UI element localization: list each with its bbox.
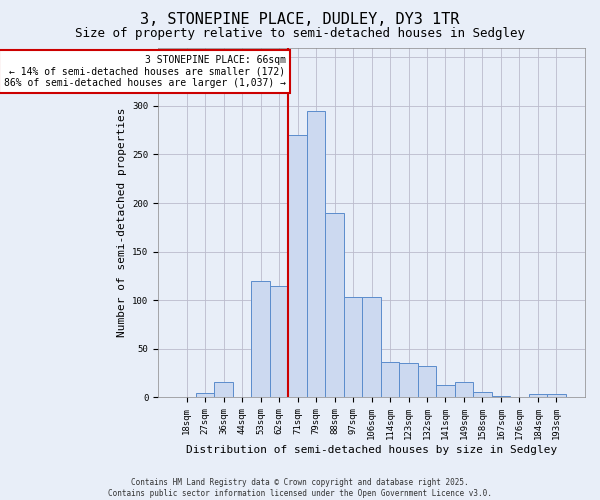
Text: 3 STONEPINE PLACE: 66sqm
← 14% of semi-detached houses are smaller (172)
86% of : 3 STONEPINE PLACE: 66sqm ← 14% of semi-d… [4, 56, 286, 88]
X-axis label: Distribution of semi-detached houses by size in Sedgley: Distribution of semi-detached houses by … [186, 445, 557, 455]
Bar [399, 364, 418, 398]
Bar [547, 394, 566, 398]
Bar [455, 382, 473, 398]
Y-axis label: Number of semi-detached properties: Number of semi-detached properties [117, 108, 127, 337]
Bar [491, 396, 510, 398]
Bar [325, 213, 344, 398]
Text: 3, STONEPINE PLACE, DUDLEY, DY3 1TR: 3, STONEPINE PLACE, DUDLEY, DY3 1TR [140, 12, 460, 28]
Bar [418, 366, 436, 398]
Bar [214, 382, 233, 398]
Bar [196, 392, 214, 398]
Bar [178, 396, 196, 398]
Bar [362, 298, 381, 398]
Bar [289, 135, 307, 398]
Text: Size of property relative to semi-detached houses in Sedgley: Size of property relative to semi-detach… [75, 28, 525, 40]
Bar [436, 385, 455, 398]
Bar [510, 396, 529, 398]
Text: Contains HM Land Registry data © Crown copyright and database right 2025.
Contai: Contains HM Land Registry data © Crown c… [108, 478, 492, 498]
Bar [381, 362, 399, 398]
Bar [251, 281, 270, 398]
Bar [344, 298, 362, 398]
Bar [529, 394, 547, 398]
Bar [473, 392, 491, 398]
Bar [307, 110, 325, 398]
Bar [270, 286, 289, 398]
